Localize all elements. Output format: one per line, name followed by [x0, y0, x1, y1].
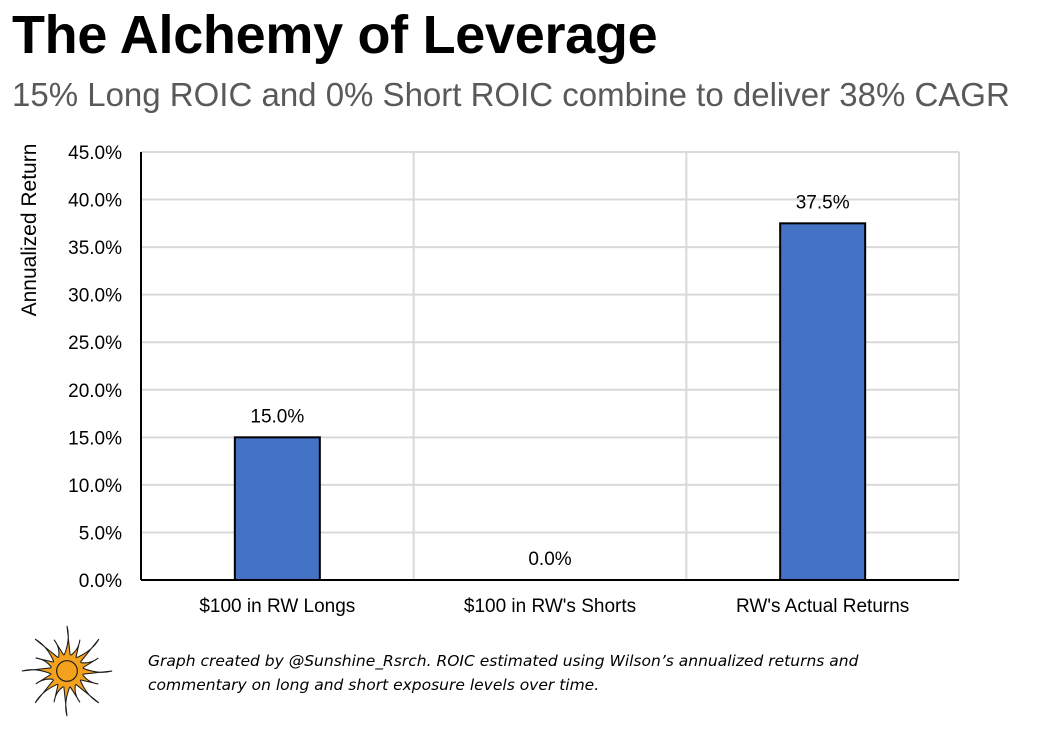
footnote: Graph created by @Sunshine_Rsrch. ROIC e… — [148, 652, 859, 694]
bar — [779, 222, 867, 581]
y-tick-label: 15.0% — [68, 428, 122, 449]
y-tick-label: 20.0% — [68, 381, 122, 402]
sun-ray — [21, 667, 53, 676]
y-tick-label: 5.0% — [79, 523, 122, 544]
data-label: 0.0% — [528, 549, 571, 570]
x-tick-label: RW's Actual Returns — [736, 596, 909, 617]
data-label: 37.5% — [796, 192, 850, 213]
sun-ray — [35, 672, 56, 685]
y-tick-label: 0.0% — [79, 571, 122, 592]
chart-subtitle: 15% Long ROIC and 0% Short ROIC combine … — [12, 76, 1010, 113]
x-tick-label: $100 in RW Longs — [199, 596, 355, 617]
y-tick-label: 35.0% — [68, 238, 122, 259]
y-tick-label: 30.0% — [68, 286, 122, 307]
y-axis-title: Annualized Return — [18, 144, 41, 317]
sun-ray — [68, 682, 81, 703]
sun-ray — [53, 682, 66, 703]
sun-ray — [74, 678, 100, 704]
sun-ray — [62, 625, 71, 657]
x-tick-label: $100 in RW's Shorts — [464, 596, 636, 617]
y-tick-label: 25.0% — [68, 333, 122, 354]
data-label: 15.0% — [250, 406, 304, 427]
sun-logo-icon — [21, 625, 113, 717]
sun-ray — [35, 657, 56, 670]
sun-ray — [68, 639, 81, 660]
sun-ray — [34, 678, 60, 704]
sun-ray — [63, 685, 72, 717]
sun-ray — [78, 657, 99, 670]
sun-ray — [53, 639, 66, 660]
sun-ray — [78, 672, 99, 685]
chart-title: The Alchemy of Leverage — [12, 5, 658, 65]
bar — [233, 436, 321, 582]
sun-ray — [74, 638, 100, 664]
y-tick-label: 10.0% — [68, 476, 122, 497]
sun-ray — [81, 666, 113, 675]
y-tick-label: 45.0% — [68, 143, 122, 164]
sun-ray — [34, 638, 60, 664]
y-tick-label: 40.0% — [68, 191, 122, 212]
